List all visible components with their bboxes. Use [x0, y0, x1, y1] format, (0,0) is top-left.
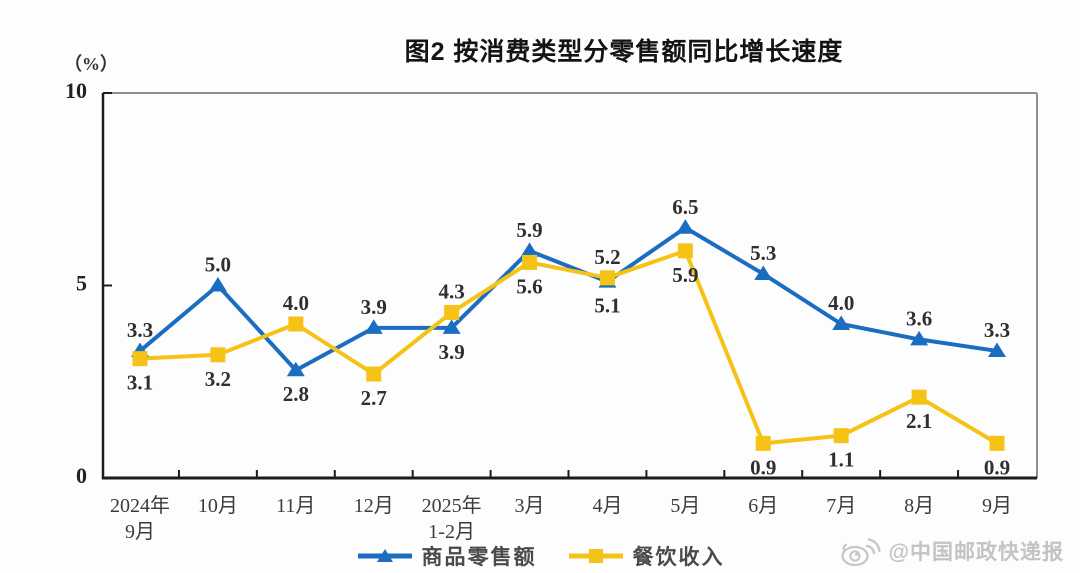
- marker-triangle-商品零售额: [286, 361, 305, 377]
- value-label: 0.9: [984, 455, 1010, 479]
- x-tick-label: 8月: [904, 495, 934, 517]
- value-label: 3.9: [361, 295, 387, 319]
- marker-square-餐饮收入: [210, 347, 226, 363]
- value-label: 3.3: [984, 318, 1010, 342]
- watermark: @中国邮政快递报: [839, 535, 1064, 567]
- marker-triangle-商品零售额: [910, 330, 929, 346]
- legend-item-商品零售额: 商品零售额: [356, 541, 537, 571]
- marker-triangle-商品零售额: [442, 319, 461, 334]
- x-tick-label: 11月: [276, 495, 315, 517]
- y-tick-label: 10: [65, 78, 87, 103]
- x-tick-label: 9月: [125, 521, 155, 543]
- marker-triangle-商品零售额: [520, 242, 539, 257]
- value-label: 5.9: [516, 218, 542, 242]
- value-label: 3.6: [906, 306, 932, 330]
- marker-square-餐饮收入: [677, 243, 693, 259]
- marker-triangle-商品零售额: [676, 219, 695, 234]
- marker-triangle-商品零售额: [754, 265, 773, 280]
- series-line-商品零售额: [138, 225, 998, 373]
- value-label: 2.8: [283, 382, 309, 406]
- y-axis-unit-label: （%）: [64, 54, 118, 74]
- series-line-餐饮收入: [139, 248, 999, 446]
- x-tick-label: 10月: [198, 495, 238, 517]
- marker-square-餐饮收入: [522, 254, 538, 270]
- value-label: 5.1: [594, 294, 620, 318]
- x-tick-label: 3月: [515, 495, 545, 517]
- marker-square-餐饮收入: [989, 435, 1005, 451]
- y-tick-label: 0: [76, 463, 87, 488]
- x-tick-label: 7月: [826, 495, 856, 517]
- x-tick-label: 5月: [670, 495, 700, 517]
- legend-label: 商品零售额: [421, 546, 537, 569]
- x-tick-label: 6月: [748, 495, 778, 517]
- marker-square-餐饮收入: [288, 316, 304, 332]
- marker-square-餐饮收入: [599, 270, 615, 286]
- marker-triangle-商品零售额: [988, 342, 1007, 357]
- marker-square-餐饮收入: [366, 366, 382, 382]
- value-label: 4.0: [828, 291, 854, 315]
- y-tick-label: 5: [76, 271, 87, 296]
- watermark-text: @中国邮政快递报: [888, 541, 1064, 564]
- chart-legend: 商品零售额 餐饮收入: [0, 541, 1080, 571]
- legend-swatch-triangle-icon: [357, 549, 412, 562]
- value-label: 0.9: [750, 455, 776, 479]
- marker-square-餐饮收入: [132, 351, 148, 367]
- value-label: 2.7: [361, 386, 387, 410]
- value-label: 2.1: [906, 409, 932, 433]
- value-label: 5.0: [205, 253, 231, 277]
- value-label: 5.2: [594, 245, 620, 269]
- value-label: 6.5: [672, 195, 698, 219]
- value-label: 3.1: [127, 371, 153, 395]
- marker-square-餐饮收入: [833, 428, 849, 444]
- legend-swatch-square-icon: [568, 549, 623, 563]
- x-tick-label: 1-2月: [428, 521, 475, 543]
- x-tick-label: 2025年: [422, 494, 482, 517]
- value-label: 3.2: [205, 367, 231, 391]
- value-label: 5.6: [516, 274, 542, 298]
- value-label: 4.3: [439, 279, 465, 303]
- x-tick-label: 2024年: [110, 494, 170, 517]
- marker-square-餐饮收入: [755, 435, 771, 451]
- marker-square-餐饮收入: [911, 389, 927, 405]
- chart-title: 图2 按消费类型分零售额同比增长速度: [404, 38, 844, 66]
- x-tick-label: 4月: [592, 495, 622, 517]
- value-label: 4.0: [283, 291, 309, 315]
- value-label: 3.3: [127, 318, 153, 342]
- legend-item-餐饮收入: 餐饮收入: [567, 541, 725, 571]
- value-label: 5.9: [672, 263, 698, 287]
- value-label: 1.1: [828, 448, 854, 472]
- marker-triangle-商品零售额: [208, 277, 227, 292]
- legend-label: 餐饮收入: [632, 546, 725, 569]
- value-label: 5.3: [750, 241, 776, 265]
- marker-square-餐饮收入: [444, 304, 460, 320]
- value-label: 3.9: [439, 340, 465, 364]
- marker-triangle-商品零售额: [364, 319, 383, 334]
- marker-triangle-商品零售额: [832, 315, 851, 330]
- x-tick-label: 9月: [982, 495, 1012, 517]
- weibo-icon: [840, 538, 881, 567]
- x-tick-label: 12月: [354, 495, 394, 517]
